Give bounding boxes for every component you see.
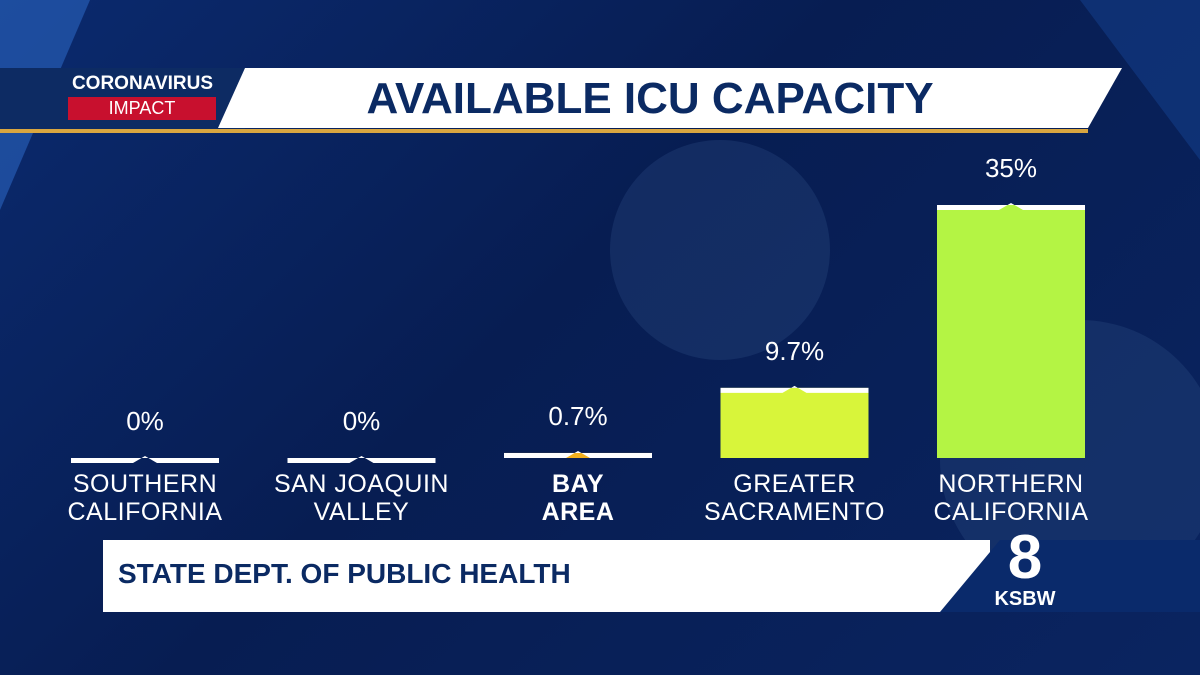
bar-cap: [937, 203, 1085, 210]
source: STATE DEPT. OF PUBLIC HEALTH: [118, 558, 571, 589]
value-label: 0%: [342, 406, 381, 436]
bar: [720, 387, 869, 458]
value-label: 0%: [126, 406, 164, 436]
bar-cap: [720, 385, 869, 393]
tag-red: [68, 97, 216, 120]
value-label: 35%: [984, 153, 1038, 183]
category-label: SOUTHERN CALIFORNIA: [67, 470, 223, 526]
decor: [1080, 0, 1200, 160]
logo-number: 8: [1007, 523, 1043, 592]
value-label: 0.7%: [548, 400, 608, 431]
category-label: BAY AREA: [541, 470, 615, 526]
category-label: SAN JOAQUIN VALLEY: [274, 470, 449, 526]
source-banner: [103, 540, 990, 612]
bar: [504, 452, 652, 458]
bar: [937, 205, 1085, 458]
tag-top: CORONAVIRUS: [71, 73, 214, 94]
bar-cap: [287, 456, 436, 463]
bar-cap: [504, 450, 652, 458]
decor: [610, 140, 830, 360]
value-label: 9.7%: [764, 335, 825, 366]
category-label: NORTHERN CALIFORNIA: [933, 470, 1089, 526]
tag-bottom: IMPACT: [108, 98, 176, 118]
gold-rule: [0, 129, 1088, 133]
bar-cap: [71, 456, 219, 463]
chart-title: AVAILABLE ICU CAPACITY: [366, 74, 934, 123]
logo-name: KSBW: [994, 588, 1056, 610]
title-banner: [218, 68, 1122, 128]
category-label: GREATER SACRAMENTO: [704, 470, 885, 526]
logo-box: [940, 540, 1200, 612]
